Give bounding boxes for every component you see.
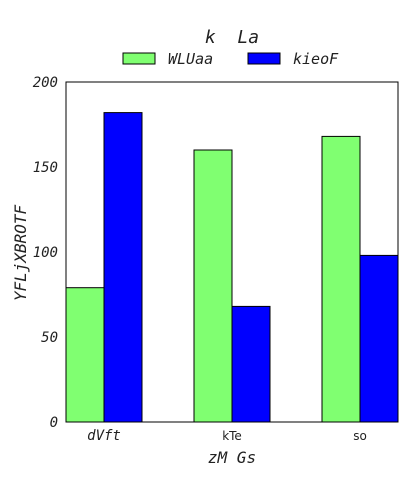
x-tick-label: kTe	[222, 429, 242, 443]
x-tick-label: dVft	[87, 428, 121, 444]
y-tick-label: 150	[33, 160, 58, 176]
legend-label: kieoF	[293, 50, 339, 68]
chart-title: k La	[205, 27, 259, 48]
y-tick-label: 200	[33, 75, 58, 91]
bar-WLUaa-dVft	[65, 287, 105, 423]
legend-swatch-kieoF	[247, 52, 281, 65]
bar-WLUaa-kTe	[193, 149, 233, 423]
bar-kieoF-kTe	[231, 305, 271, 423]
bar-kieoF-dVft	[103, 112, 143, 423]
legend-swatch-WLUaa	[122, 52, 156, 65]
y-tick-label: 50	[41, 330, 58, 346]
bar-WLUaa-so	[321, 135, 361, 423]
axes-frame	[65, 81, 399, 423]
y-tick-label: 100	[33, 245, 58, 261]
plot-area: dVft kTe so 0 50 100 150 200	[33, 75, 399, 444]
legend: WLUaa kieoF	[122, 50, 339, 68]
y-tick-label: 0	[50, 415, 58, 431]
y-axis-label: YFLjXBROTF	[11, 204, 30, 301]
legend-label: WLUaa	[168, 50, 213, 68]
x-axis-label: zM Gs	[208, 448, 256, 467]
bar-kieoF-so	[359, 254, 399, 423]
x-tick-label: so	[353, 429, 367, 443]
